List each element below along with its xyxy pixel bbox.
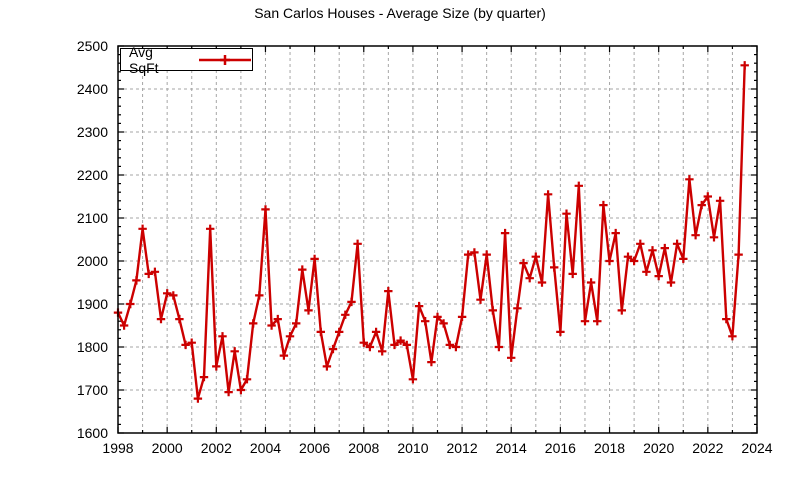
x-tick-label: 1998 <box>102 440 133 456</box>
y-tick-label: 1600 <box>77 425 108 441</box>
y-tick-label: 1700 <box>77 382 108 398</box>
y-tick-label: 2300 <box>77 124 108 140</box>
grid <box>118 46 757 433</box>
y-axis-labels: 1600 1700 1800 1900 2000 2100 2200 2300 2400 2500 <box>77 38 108 441</box>
x-tick-label: 2020 <box>643 440 674 456</box>
x-tick-label: 2022 <box>692 440 723 456</box>
y-tick-label: 1800 <box>77 339 108 355</box>
x-tick-label: 2016 <box>545 440 576 456</box>
x-tick-label: 2012 <box>446 440 477 456</box>
legend-box: Avg SqFt <box>120 44 253 76</box>
y-tick-label: 2100 <box>77 210 108 226</box>
chart-title: San Carlos Houses - Average Size (by qua… <box>254 5 546 21</box>
plot-border <box>117 45 758 434</box>
legend-line-sample <box>199 54 252 65</box>
x-tick-label: 2004 <box>250 440 281 456</box>
x-axis-labels: 1998 2000 2002 2004 2006 2008 2010 2012 2014 2016… <box>102 440 772 456</box>
x-tick-label: 2014 <box>496 440 527 456</box>
series-line <box>116 65 746 400</box>
x-tick-label: 2006 <box>299 440 330 456</box>
x-tick-label: 2008 <box>348 440 379 456</box>
x-tick-label: 2000 <box>152 440 183 456</box>
x-tick-label: 2018 <box>594 440 625 456</box>
y-tick-label: 2400 <box>77 81 108 97</box>
y-tick-label: 1900 <box>77 296 108 312</box>
y-tick-label: 2000 <box>77 253 108 269</box>
y-tick-label: 2200 <box>77 167 108 183</box>
legend-label: Avg SqFt <box>129 43 159 76</box>
y-tick-label: 2500 <box>77 38 108 54</box>
x-tick-label: 2024 <box>741 440 772 456</box>
x-tick-label: 2002 <box>201 440 232 456</box>
x-tick-label: 2010 <box>397 440 428 456</box>
